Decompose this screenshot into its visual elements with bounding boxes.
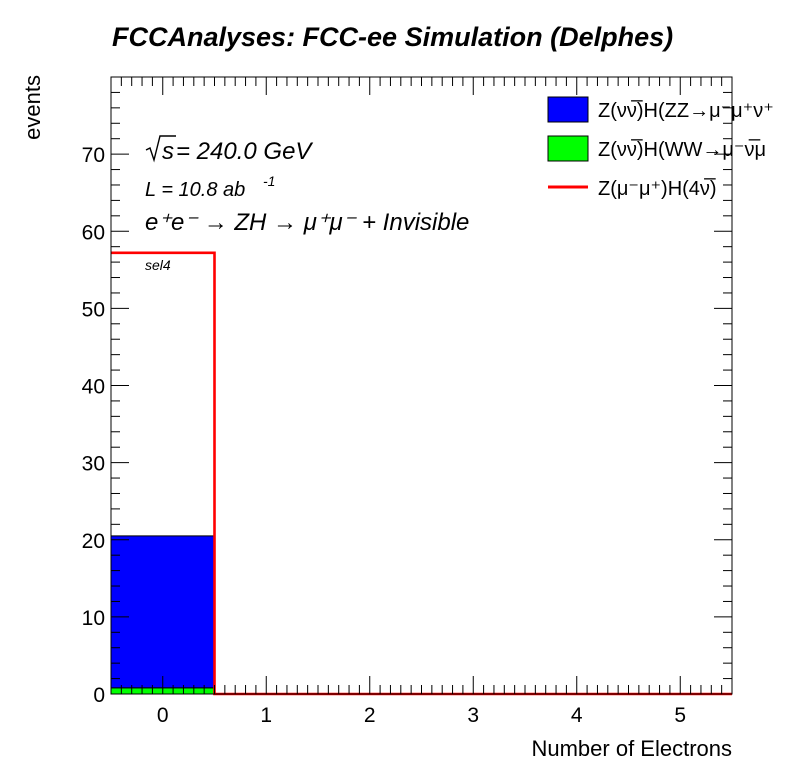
legend: Z(νν̅)H(ZZ→μ⁻μ⁺ν⁺ Z(νν̅)H(WW→μ⁻ν̅μ Z(μ⁻μ⁺)… [547,96,774,200]
luminosity-annotation: L = 10.8 ab -1 [145,173,275,201]
x-tick-label: 5 [674,704,686,727]
luminosity-text: L = 10.8 ab [145,179,245,201]
axis-ticks: 0 10 20 30 40 50 60 70 0 1 2 3 4 5 [82,76,733,727]
selection-label: sel4 [145,257,171,273]
x-tick-label: 1 [260,704,272,727]
y-tick-label: 30 [82,453,105,476]
luminosity-exponent: -1 [263,173,275,189]
legend-label-0: Z(νν̅)H(ZZ→μ⁻μ⁺ν⁺ [598,99,774,122]
chart-title: FCCAnalyses: FCC-ee Simulation (Delphes) [112,22,673,52]
y-tick-label: 40 [82,376,105,399]
x-tick-label: 4 [571,704,583,727]
legend-swatch-0 [547,96,589,123]
process-annotation: e⁺e⁻ → ZH → μ⁺μ⁻ + Invisible [145,209,469,236]
y-axis-label: events [20,75,45,140]
sqrt-s-annotation: s = 240.0 GeV [145,135,313,165]
y-tick-label: 60 [82,221,105,244]
legend-label-2: Z(μ⁻μ⁺)H(4ν̅) [598,177,717,200]
histogram-bar-series-1-bin-0 [110,535,215,689]
y-tick-label: 10 [82,607,105,630]
legend-label-1: Z(νν̅)H(WW→μ⁻ν̅μ [598,138,766,161]
y-tick-label: 20 [82,530,105,553]
x-tick-label: 3 [467,704,479,727]
y-tick-label: 70 [82,144,105,167]
y-tick-label: 0 [93,684,105,707]
x-axis-label: Number of Electrons [531,736,732,761]
sqrt-s-label: s [162,138,174,165]
x-tick-label: 2 [364,704,376,727]
plot-area [110,76,733,696]
legend-swatch-1 [547,135,589,162]
x-tick-label: 0 [157,704,169,727]
sqrt-s-value: = 240.0 GeV [176,138,313,165]
sqrt-symbol [145,135,176,163]
y-tick-label: 50 [82,298,105,321]
